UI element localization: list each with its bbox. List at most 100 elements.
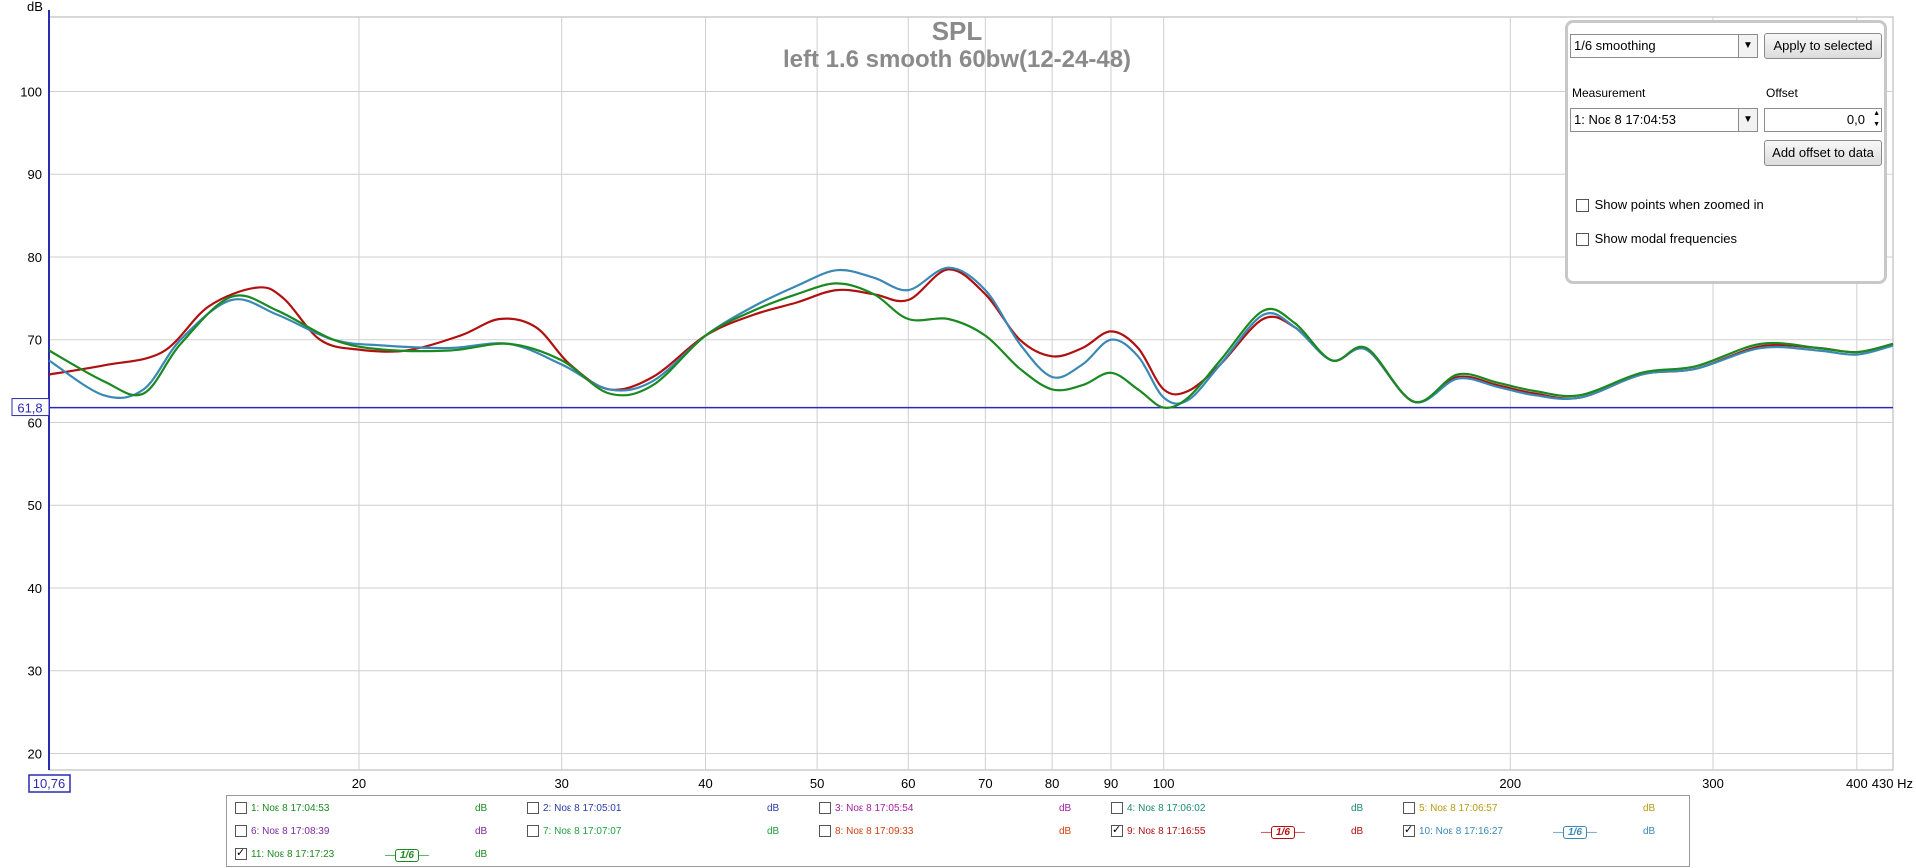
chart-series — [48, 266, 1894, 409]
legend-item[interactable]: 4: Νοε 8 17:06:02 — [1111, 802, 1205, 816]
legend-unit: dB — [767, 826, 780, 837]
measurement-select-value: 1: Νοε 8 17:04:53 — [1574, 112, 1676, 127]
offset-input[interactable]: 0,0 ▲ ▼ — [1764, 108, 1882, 132]
x-start-label: 10,76 — [33, 776, 66, 791]
legend-item[interactable]: 1: Νοε 8 17:04:53 — [235, 802, 329, 816]
y-tick-label: 40 — [28, 581, 42, 596]
legend-checkbox[interactable] — [235, 802, 247, 815]
apply-to-selected-button[interactable]: Apply to selected — [1764, 33, 1882, 59]
measurement-select[interactable]: 1: Νοε 8 17:04:53 ▼ — [1570, 108, 1758, 132]
legend-label: 1: Νοε 8 17:04:53 — [251, 803, 330, 814]
x-tick-label: 80 — [1045, 776, 1059, 791]
x-tick-label: 30 — [554, 776, 568, 791]
y-tick-label: 100 — [20, 84, 42, 99]
chart-subtitle: left 1.6 smooth 60bw(12-24-48) — [783, 46, 1131, 73]
legend-item[interactable]: 3: Νοε 8 17:05:54 — [819, 802, 913, 816]
smoothing-select-value: 1/6 smoothing — [1574, 38, 1656, 53]
add-offset-button[interactable]: Add offset to data — [1764, 140, 1882, 166]
y-tick-label: 60 — [28, 415, 42, 430]
measurement-label: Measurement — [1572, 86, 1646, 100]
x-tick-label: 300 — [1702, 776, 1724, 791]
legend-checkbox[interactable] — [527, 825, 539, 838]
x-tick-label: 20 — [352, 776, 366, 791]
x-tick-label: 400 — [1846, 776, 1868, 791]
legend-unit: dB — [1351, 826, 1364, 837]
legend-unit: dB — [1643, 803, 1656, 814]
legend-unit: dB — [1059, 826, 1072, 837]
smoothing-select[interactable]: 1/6 smoothing ▼ — [1570, 34, 1758, 58]
offset-label: Offset — [1766, 86, 1798, 100]
show-modal-label: Show modal frequencies — [1594, 231, 1737, 246]
show-points-label: Show points when zoomed in — [1594, 197, 1764, 212]
x-tick-label: 70 — [978, 776, 992, 791]
y-tick-label: 70 — [28, 333, 42, 348]
legend-label: 6: Νοε 8 17:08:39 — [251, 826, 330, 837]
legend-checkbox[interactable] — [1111, 802, 1123, 815]
show-points-checkbox[interactable] — [1576, 199, 1589, 213]
legend-item[interactable]: 2: Νοε 8 17:05:01 — [527, 802, 621, 816]
show-modal-checkbox[interactable] — [1576, 233, 1589, 247]
spinner-up-icon[interactable]: ▲ — [1873, 110, 1880, 117]
y-axis-label: dB — [27, 0, 43, 14]
legend-item[interactable]: 7: Νοε 8 17:07:07 — [527, 825, 621, 839]
x-start-box — [28, 774, 71, 793]
legend-checkbox[interactable] — [1403, 823, 1415, 838]
series-line-3 — [48, 282, 1894, 409]
x-end-label: 430 Hz — [1872, 776, 1913, 791]
chevron-down-icon[interactable]: ▼ — [1738, 35, 1757, 57]
show-modal-option[interactable]: Show modal frequencies — [1576, 231, 1737, 247]
legend-checkbox[interactable] — [235, 825, 247, 838]
y-tick-label: 90 — [28, 167, 42, 182]
legend-item[interactable]: 10: Νοε 8 17:16:27 — [1403, 823, 1503, 839]
offset-value: 0,0 — [1846, 112, 1865, 127]
x-tick-label: 200 — [1499, 776, 1521, 791]
legend-label: 3: Νοε 8 17:05:54 — [835, 803, 914, 814]
legend-item[interactable]: 8: Νοε 8 17:09:33 — [819, 825, 913, 839]
level-marker-label: 61,8 — [17, 401, 42, 416]
smoothing-badge: —1/6— — [1553, 826, 1597, 839]
legend-checkbox[interactable] — [1111, 823, 1123, 838]
legend-label: 9: Νοε 8 17:16:55 — [1127, 826, 1206, 837]
legend-checkbox[interactable] — [1403, 802, 1415, 815]
y-tick-label: 30 — [28, 664, 42, 679]
smoothing-badge: —1/6— — [1261, 826, 1305, 839]
legend-label: 8: Νοε 8 17:09:33 — [835, 826, 914, 837]
legend-unit: dB — [475, 826, 488, 837]
legend-checkbox[interactable] — [527, 802, 539, 815]
chart-title: SPL — [932, 16, 983, 46]
y-tick-label: 50 — [28, 498, 42, 513]
show-points-option[interactable]: Show points when zoomed in — [1576, 197, 1764, 213]
measurement-legend: 1: Νοε 8 17:04:53 dB 2: Νοε 8 17:05:01 dB 3:… — [226, 795, 1690, 867]
legend-label: 2: Νοε 8 17:05:01 — [543, 803, 622, 814]
legend-unit: dB — [1059, 803, 1072, 814]
series-line-2 — [48, 266, 1894, 405]
chart-axes: 20 30 40 50 60 70 80 90 100 200 300 400 430 Hz 20 30 40… — [11, 10, 1913, 793]
legend-checkbox[interactable] — [235, 846, 247, 861]
legend-unit: dB — [1643, 826, 1656, 837]
legend-item[interactable]: 6: Νοε 8 17:08:39 — [235, 825, 329, 839]
legend-label: 7: Νοε 8 17:07:07 — [543, 826, 622, 837]
y-tick-label: 80 — [28, 250, 42, 265]
spinner-down-icon[interactable]: ▼ — [1873, 121, 1880, 128]
legend-label: 5: Νοε 8 17:06:57 — [1419, 803, 1498, 814]
legend-item[interactable]: 5: Νοε 8 17:06:57 — [1403, 802, 1497, 816]
level-marker-box — [11, 398, 50, 417]
legend-unit: dB — [1351, 803, 1364, 814]
x-tick-label: 90 — [1104, 776, 1118, 791]
x-tick-label: 100 — [1153, 776, 1175, 791]
legend-item[interactable]: 11: Νοε 8 17:17:23 — [235, 846, 335, 862]
legend-unit: dB — [475, 849, 488, 860]
chevron-down-icon[interactable]: ▼ — [1738, 109, 1757, 131]
y-tick-label: 20 — [28, 746, 42, 761]
legend-checkbox[interactable] — [819, 802, 831, 815]
x-tick-label: 60 — [901, 776, 915, 791]
smoothing-badge: —1/6— — [385, 849, 429, 862]
legend-checkbox[interactable] — [819, 825, 831, 838]
legend-item[interactable]: 9: Νοε 8 17:16:55 — [1111, 823, 1206, 839]
legend-label: 10: Νοε 8 17:16:27 — [1419, 826, 1503, 837]
legend-unit: dB — [767, 803, 780, 814]
legend-label: 11: Νοε 8 17:17:23 — [251, 849, 335, 860]
legend-label: 4: Νοε 8 17:06:02 — [1127, 803, 1206, 814]
legend-unit: dB — [475, 803, 488, 814]
x-tick-label: 40 — [698, 776, 712, 791]
